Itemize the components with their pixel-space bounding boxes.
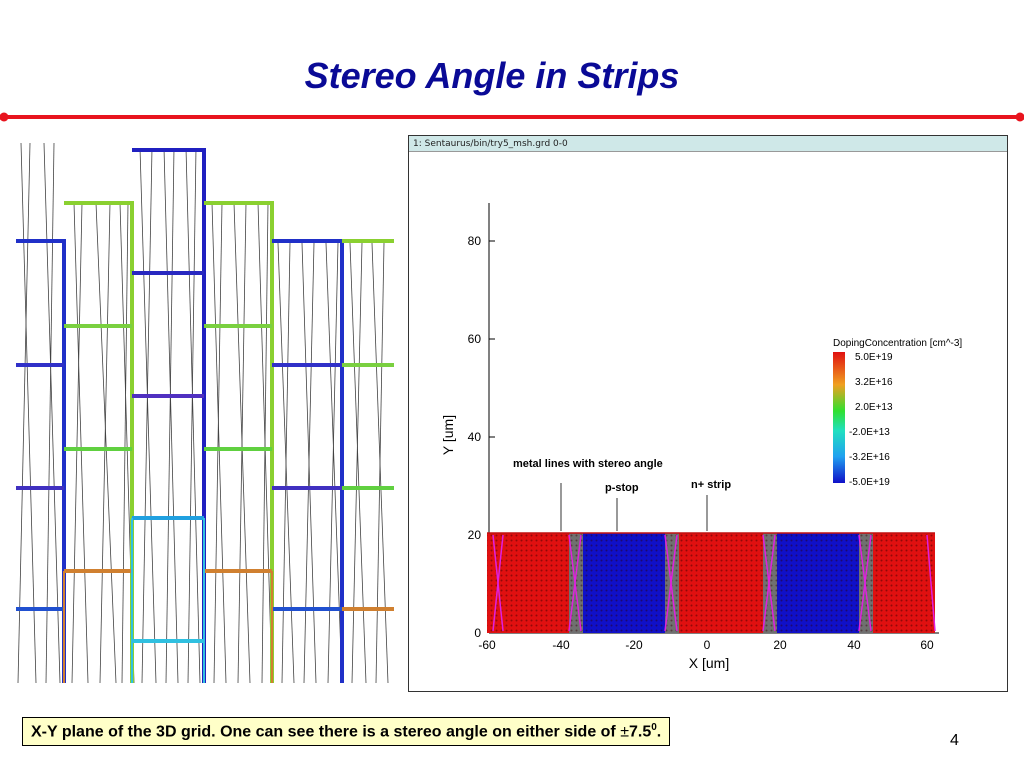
annotation-metal-lines: metal lines with stereo angle <box>513 458 663 470</box>
caption-text: X-Y plane of the 3D grid. One can see th… <box>31 723 621 741</box>
legend-label: 5.0E+19 <box>855 352 893 363</box>
device-plot-window: 1: Sentaurus/bin/try5_msh.grd 0-0 <box>408 135 1008 692</box>
legend-label: -2.0E+13 <box>849 427 890 438</box>
x-tick: -40 <box>552 638 570 652</box>
plot-window-title: 1: Sentaurus/bin/try5_msh.grd 0-0 <box>409 136 1007 152</box>
device-plot: 0 20 40 60 80 Y [um] -60 -40 -20 0 20 40… <box>440 203 962 671</box>
x-tick: 60 <box>920 638 934 652</box>
slide-title: Stereo Angle in Strips <box>304 55 680 96</box>
caption-degree: 0 <box>651 722 657 733</box>
y-tick: 40 <box>468 430 482 444</box>
x-tick: -60 <box>478 638 496 652</box>
grid-zoom-image <box>16 143 394 683</box>
legend-title: DopingConcentration [cm^-3] <box>833 338 962 349</box>
x-tick: -20 <box>625 638 643 652</box>
x-tick: 0 <box>704 638 711 652</box>
title-rule <box>0 112 1024 122</box>
legend-label: -3.2E+16 <box>849 452 890 463</box>
x-axis-label: X [um] <box>689 655 729 671</box>
legend-label: 2.0E+13 <box>855 402 893 413</box>
doping-map <box>487 532 936 633</box>
page-number: 4 <box>950 732 959 749</box>
y-tick: 20 <box>468 528 482 542</box>
legend-label: -5.0E+19 <box>849 477 890 488</box>
figure-caption: X-Y plane of the 3D grid. One can see th… <box>22 717 671 747</box>
y-tick: 60 <box>468 332 482 346</box>
caption-plus-minus: ± <box>620 723 629 741</box>
annotation-p-stop: p-stop <box>605 482 639 494</box>
annotation-n-strip: n+ strip <box>691 479 731 491</box>
y-tick: 80 <box>468 234 482 248</box>
legend-label: 3.2E+16 <box>855 377 893 388</box>
x-tick: 40 <box>847 638 861 652</box>
y-axis-label: Y [um] <box>440 415 456 455</box>
caption-angle-value: 7.5 <box>628 723 652 741</box>
y-tick: 0 <box>474 626 481 640</box>
x-tick: 20 <box>773 638 787 652</box>
caption-end: . <box>656 723 662 741</box>
legend-color-bar <box>833 352 845 483</box>
